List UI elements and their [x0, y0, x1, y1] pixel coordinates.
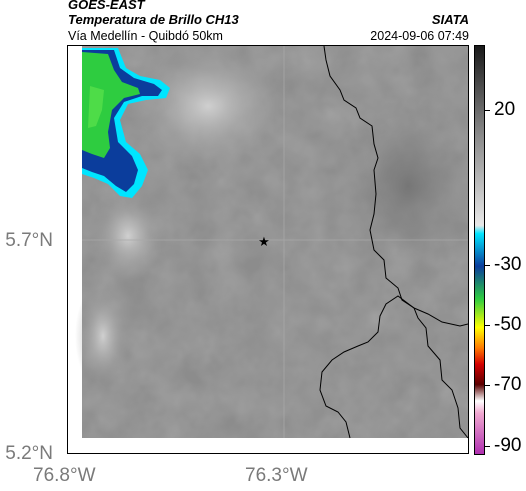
boundary-south	[319, 295, 415, 439]
cloud-light-west	[88, 186, 168, 286]
colorbar-label-minus30: -30	[494, 254, 522, 275]
star-icon: ★	[258, 234, 270, 249]
boundary-east	[323, 46, 468, 439]
lon-label-768: 76.8°W	[33, 465, 96, 486]
boundary-southeast	[413, 307, 468, 327]
timestamp-label: 2024-09-06 07:49	[370, 29, 469, 43]
cold-cloud-green-core	[88, 86, 104, 128]
colorbar-tick	[485, 325, 490, 326]
cold-cloud-green	[82, 52, 140, 158]
colorbar-label-minus90: -90	[494, 435, 522, 456]
lon-label-763: 76.3°W	[245, 465, 308, 486]
colorbar-tick	[485, 446, 490, 447]
map-svg: ★	[68, 46, 468, 453]
lat-label-52: 5.2°N	[5, 443, 53, 464]
lat-label-57: 5.7°N	[5, 230, 53, 251]
colorbar-label-minus70: -70	[494, 374, 522, 395]
colorbar-label-minus50: -50	[494, 314, 522, 335]
colorbar-tick	[485, 265, 490, 266]
colorbar-tick	[485, 385, 490, 386]
organization-label: SIATA	[431, 12, 469, 27]
colorbar	[474, 45, 485, 455]
cloud-light-north	[118, 46, 298, 176]
product-title: Temperatura de Brillo CH13	[68, 12, 239, 27]
cloud-light-southwest	[75, 281, 131, 391]
colorbar-label-20: 20	[494, 99, 516, 120]
satellite-title: GOES-EAST	[68, 0, 145, 12]
satellite-map: ★	[67, 45, 469, 454]
location-label: Vía Medellín - Quibdó 50km	[68, 29, 223, 43]
colorbar-tick	[485, 110, 490, 111]
